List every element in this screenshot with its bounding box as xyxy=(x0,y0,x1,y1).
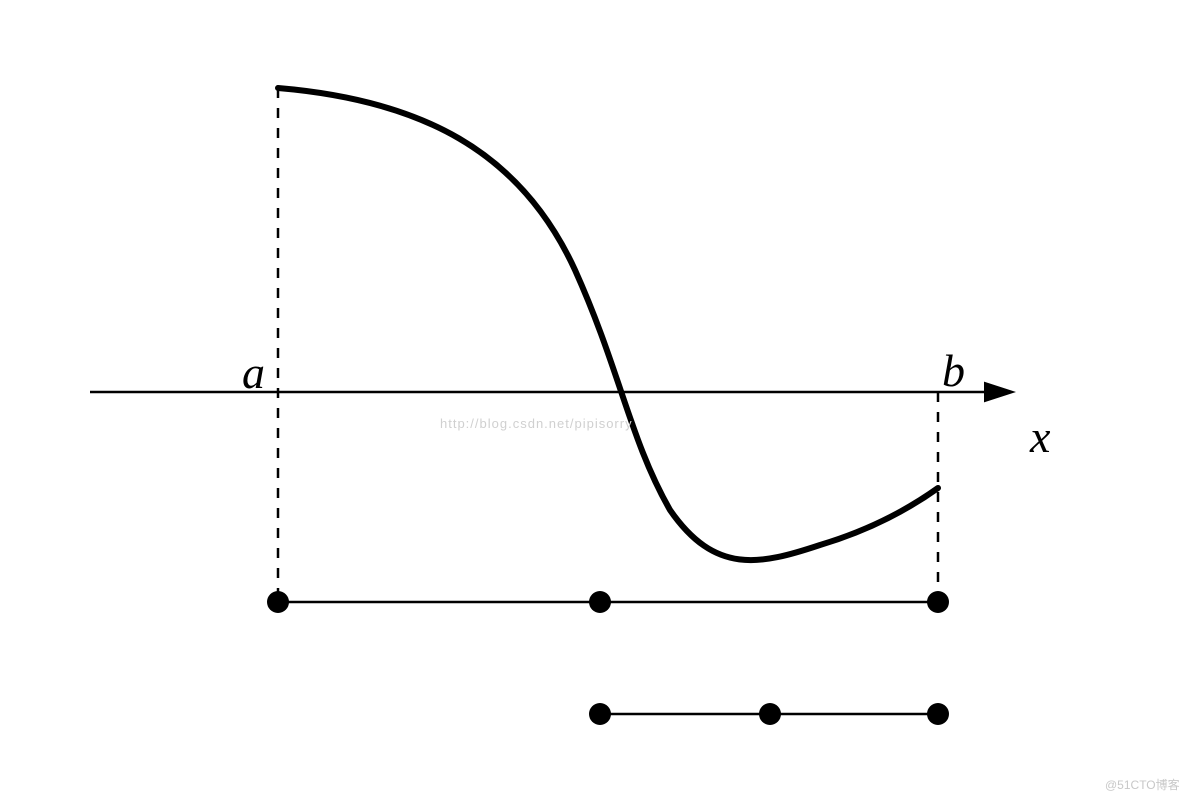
watermark-corner: @51CTO博客 xyxy=(1105,776,1180,793)
x-axis-arrow xyxy=(984,382,1016,403)
function-curve xyxy=(278,88,938,560)
interval-dot-0-1 xyxy=(589,591,611,613)
x-axis-label: x xyxy=(1029,411,1051,462)
interval-dot-1-0 xyxy=(589,703,611,725)
interval-dot-1-1 xyxy=(759,703,781,725)
interval-dot-0-0 xyxy=(267,591,289,613)
interval-dot-0-2 xyxy=(927,591,949,613)
interval-dot-1-2 xyxy=(927,703,949,725)
bisection-diagram: x a b xyxy=(0,0,1184,789)
label-b: b xyxy=(942,345,965,396)
label-a: a xyxy=(242,347,265,398)
watermark-center: http://blog.csdn.net/pipisorry xyxy=(440,416,633,431)
